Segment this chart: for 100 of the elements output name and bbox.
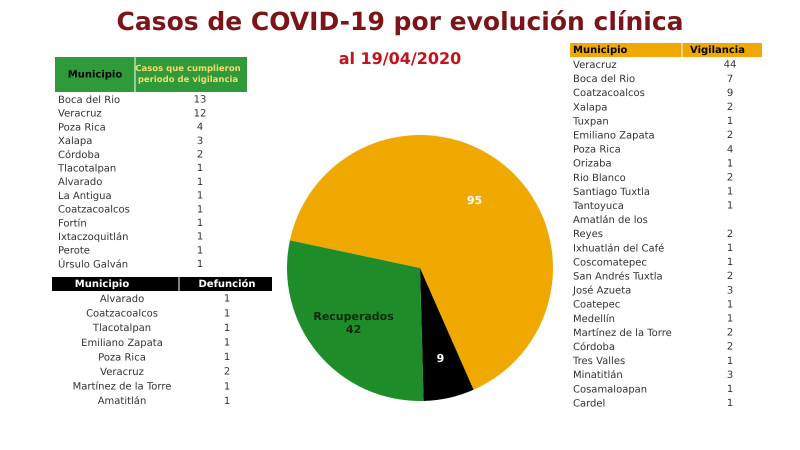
data-label: 13 <box>194 94 206 106</box>
data-label: 2 <box>726 130 734 142</box>
slice-label: Recuperados <box>313 310 394 323</box>
pie-slice <box>290 135 553 390</box>
data-label: 1 <box>726 243 734 254</box>
category-label: Minatitlán <box>573 370 623 381</box>
category-label: Ixtaczoquitlán <box>58 232 128 243</box>
category-label: Tlacotalpan <box>57 163 116 174</box>
data-label: 4 <box>726 144 734 156</box>
data-label: 9 <box>726 88 734 99</box>
category-label: Boca del Rio <box>573 74 636 85</box>
category-label: Boca del Rio <box>58 94 120 106</box>
category-label: Martínez de la Torre <box>72 381 172 392</box>
category-label: Córdoba <box>58 150 100 161</box>
data-label: 2 <box>224 366 230 378</box>
data-label: 3 <box>726 370 734 381</box>
category-label: Amatitlán <box>98 396 146 407</box>
category-label: Medellín <box>573 314 615 325</box>
text: Municipio <box>74 278 130 290</box>
data-label: 4 <box>196 122 204 134</box>
chart-title: Casos de COVID-19 por evolución clínica <box>116 7 684 36</box>
text: Municipio <box>68 69 122 80</box>
category-label: Santiago Tuxtla <box>573 186 650 198</box>
pie-slice <box>420 268 474 401</box>
chart-subtitle: al 19/04/2020 <box>338 49 462 68</box>
category-label: Coatepec <box>573 299 620 310</box>
category-label: Fortín <box>58 218 87 230</box>
data-label: 1 <box>726 200 734 212</box>
category-label: Martínez de la Torre <box>573 328 672 339</box>
pie-slice <box>287 240 424 401</box>
data-label: 2 <box>726 172 734 184</box>
data-label: 44 <box>724 60 736 71</box>
data-label: 1 <box>224 308 230 320</box>
category-label: Veracruz <box>100 366 144 378</box>
data-label: 1 <box>726 314 734 325</box>
category-label: Poza Rica <box>98 352 146 364</box>
category-label: Xalapa <box>573 102 608 114</box>
category-label: Úrsulo Galván <box>58 257 128 270</box>
category-label: Tlacotalpan <box>92 322 152 334</box>
category-label: Amatlán de los Reyes <box>573 214 648 240</box>
data-label: 1 <box>224 322 230 334</box>
category-label: Perote <box>58 245 90 256</box>
category-label: Veracruz <box>573 60 617 71</box>
data-label: 9 <box>436 352 444 365</box>
data-label: 1 <box>196 245 204 256</box>
data-label: 1 <box>224 294 230 305</box>
category-label: Cardel <box>573 398 606 410</box>
category-label: Coscomatepec <box>573 257 647 268</box>
data-label: 2 <box>726 102 734 114</box>
data-label: 1 <box>224 352 230 364</box>
data-label: 1 <box>726 257 734 268</box>
category-label: Emiliano Zapata <box>573 130 655 142</box>
data-label: 2 <box>196 150 204 161</box>
data-label: 1 <box>224 338 230 349</box>
category-label: San Andrés Tuxtla <box>573 271 663 282</box>
category-label: Emiliano Zapata <box>81 338 163 349</box>
data-label: 1 <box>726 356 734 367</box>
data-label: 1 <box>726 186 734 198</box>
data-label: 1 <box>224 396 230 407</box>
category-label: Tres Valles <box>572 356 626 367</box>
category-label: Poza Rica <box>573 144 621 156</box>
data-label: 2 <box>726 342 734 353</box>
data-label: 1 <box>726 384 734 396</box>
category-label: Córdoba <box>573 342 615 353</box>
data-label: 1 <box>726 299 734 310</box>
category-label: Coatzacoalcos <box>86 308 158 320</box>
text: Defunción <box>198 278 256 290</box>
data-label: 1 <box>224 381 230 392</box>
data-label: 1 <box>196 232 204 243</box>
data-label: 1 <box>726 158 734 170</box>
data-label: 1 <box>726 398 734 410</box>
category-label: José Azueta <box>572 285 632 296</box>
text: Vigilancia <box>690 44 745 56</box>
data-label: 1 <box>196 218 204 230</box>
data-label: 1 <box>196 259 204 270</box>
data-label: 3 <box>726 285 734 296</box>
category-label: Veracruz <box>58 108 102 120</box>
data-label: 7 <box>726 74 734 85</box>
data-label: 1 <box>726 116 734 128</box>
data-label: 1 <box>196 163 204 174</box>
category-label: Tantoyuca <box>572 200 624 212</box>
data-label: 2 <box>726 271 734 282</box>
data-label: 1 <box>196 176 204 188</box>
category-label: La Antigua <box>58 190 112 202</box>
data-label: 42 <box>346 322 362 336</box>
category-label: Xalapa <box>58 136 92 147</box>
data-label: 95 <box>466 194 482 207</box>
data-label: 12 <box>194 108 206 120</box>
category-label: Orizaba <box>573 158 612 170</box>
category-label: Alvarado <box>58 176 102 188</box>
data-label: 1 <box>196 190 204 202</box>
data-label: 2 <box>726 328 734 339</box>
category-label: Poza Rica <box>58 122 106 134</box>
category-label: Cosamaloapan <box>573 384 648 396</box>
text: Casos que cumplieron periodo de vigilancia <box>135 64 241 86</box>
category-label: Tuxpan <box>572 116 609 128</box>
category-label: Coatzacoalcos <box>58 204 130 216</box>
category-label: Rio Blanco <box>573 172 626 184</box>
category-label: Alvarado <box>100 294 144 305</box>
category-label: Ixhuatlán del Café <box>573 243 664 254</box>
